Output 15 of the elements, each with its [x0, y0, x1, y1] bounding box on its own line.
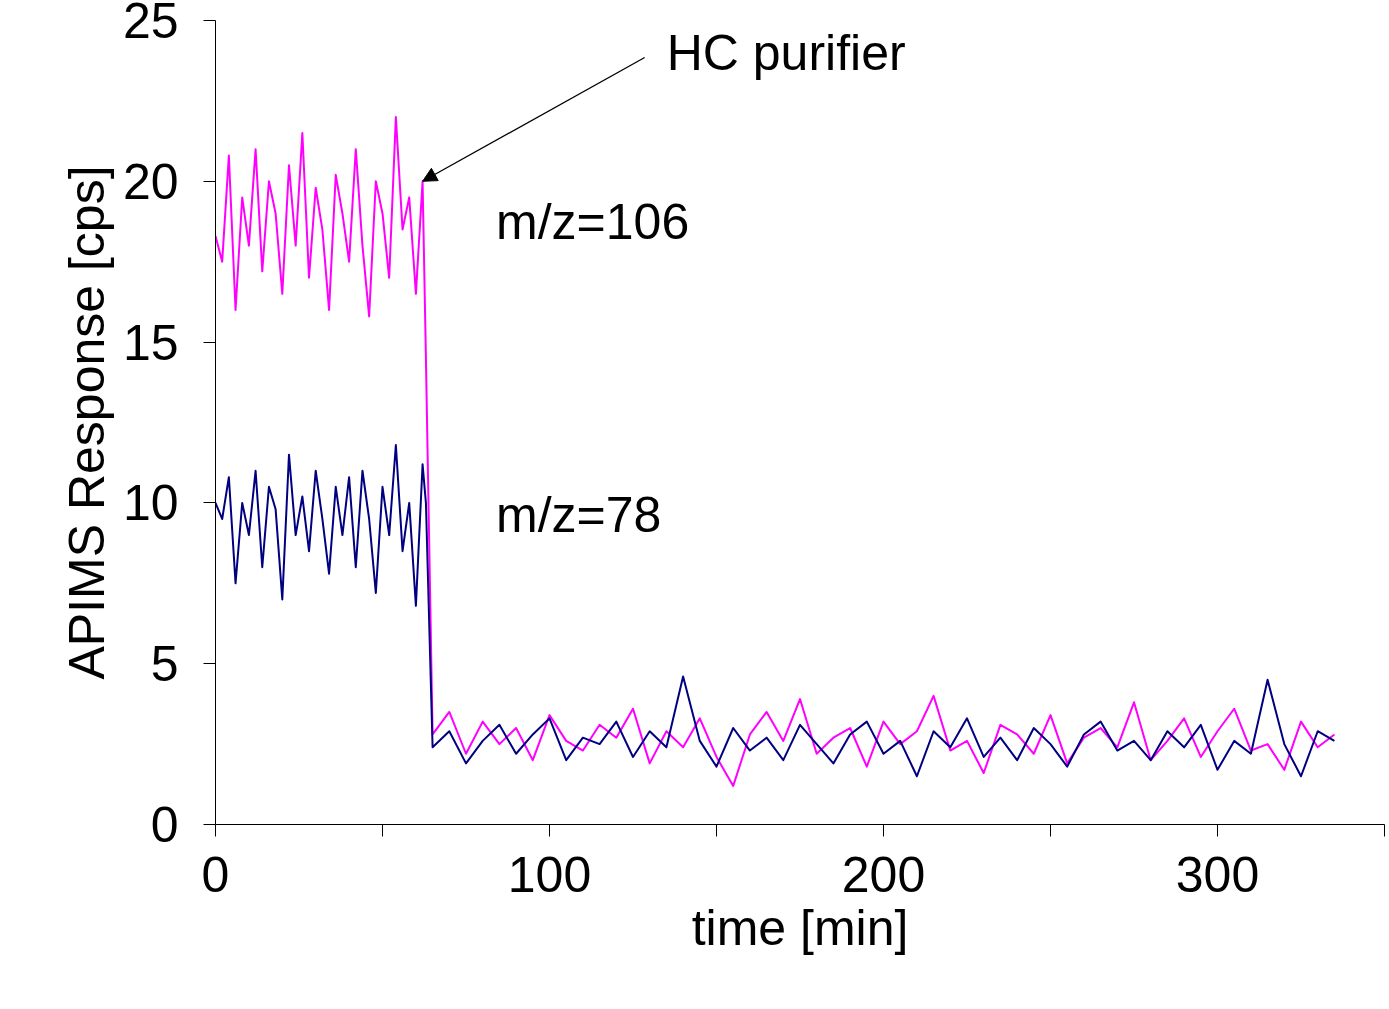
y-tick-label: 10: [122, 475, 179, 532]
y-axis-title: APIMS Response [cps]: [58, 165, 115, 680]
y-tick-label: 15: [122, 314, 179, 371]
y-tick-label: 25: [122, 0, 179, 49]
series-label: m/z=106: [496, 194, 690, 251]
y-tick-label: 0: [150, 797, 179, 853]
x-tick-label: 100: [507, 846, 592, 903]
line-series: [215, 115, 1336, 787]
x-tick-label: 300: [1175, 846, 1260, 903]
y-tick-label: 20: [122, 153, 179, 210]
line-series: [215, 444, 1336, 778]
series-label: m/z=78: [496, 487, 662, 544]
x-tick-label: 0: [201, 846, 230, 903]
y-tick-label: 5: [150, 636, 179, 693]
annotation: HC purifier: [666, 24, 906, 81]
